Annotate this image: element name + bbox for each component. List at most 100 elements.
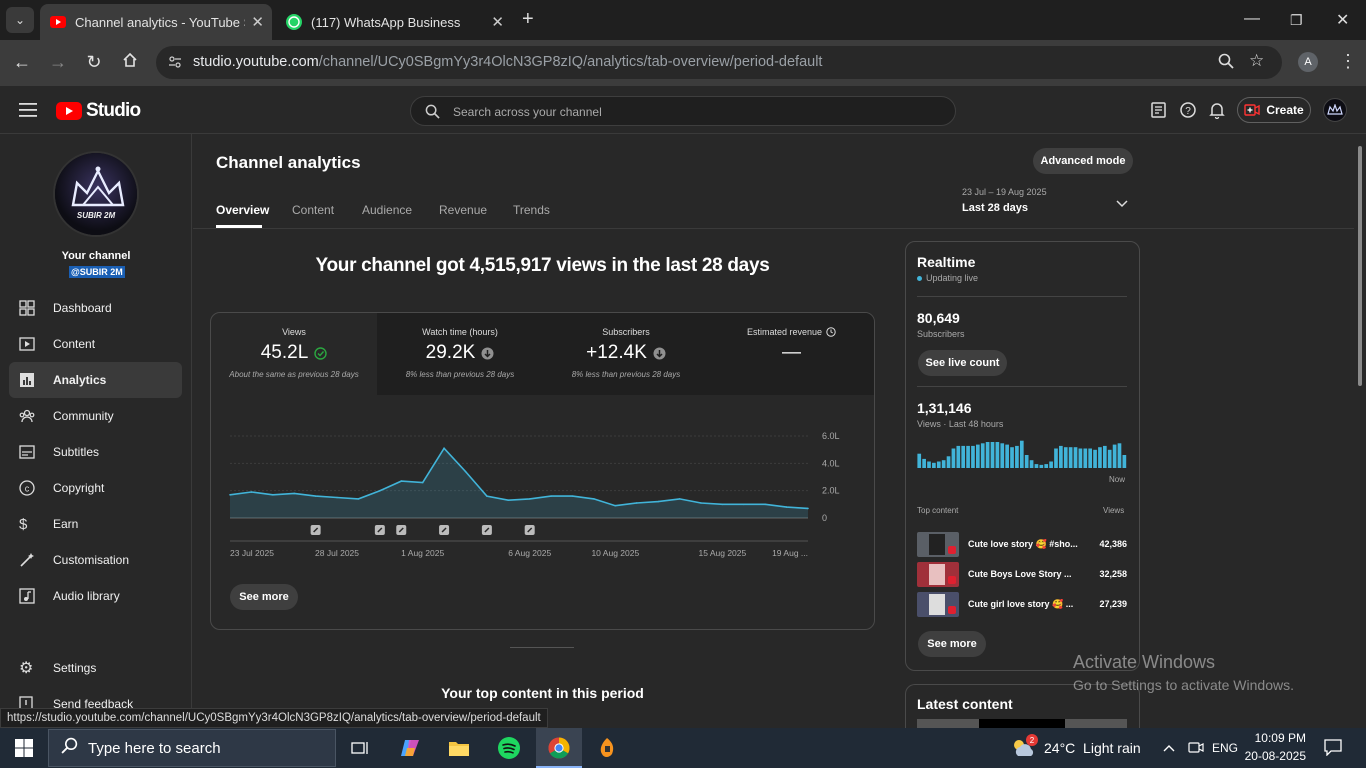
sidebar-item-settings[interactable]: ⚙ Settings <box>9 650 182 686</box>
realtime-see-more-button[interactable]: See more <box>918 631 986 657</box>
see-live-count-button[interactable]: See live count <box>918 350 1007 376</box>
weather-text[interactable]: 24°C Light rain <box>1044 740 1141 756</box>
channel-avatar[interactable]: SUBIR 2M <box>53 151 139 237</box>
sidebar-item-subtitles[interactable]: Subtitles <box>9 434 182 470</box>
channel-handle[interactable]: @SUBIR 2M <box>69 266 125 278</box>
reload-icon[interactable]: ↻ <box>86 52 102 72</box>
chevron-up-icon[interactable] <box>1163 739 1175 755</box>
channel-search-input[interactable]: Search across your channel <box>410 96 956 126</box>
svg-text:c: c <box>25 484 30 494</box>
help-icon[interactable]: ? <box>1180 102 1196 123</box>
data-point <box>657 500 659 503</box>
meet-now-icon[interactable] <box>1188 740 1204 759</box>
back-icon[interactable]: ← <box>13 52 31 72</box>
taskbar-search-input[interactable]: Type here to search <box>48 729 336 767</box>
site-info-icon[interactable] <box>168 55 182 74</box>
close-tab-icon[interactable]: ✕ <box>251 14 264 31</box>
scrollbar[interactable] <box>1354 134 1366 728</box>
file-explorer-icon[interactable] <box>445 734 473 762</box>
notification-center-icon[interactable] <box>1324 739 1342 761</box>
sidebar-item-community[interactable]: Community <box>9 398 182 434</box>
spotify-icon[interactable] <box>495 734 523 762</box>
sidebar-item-customisation[interactable]: Customisation <box>9 542 182 578</box>
sidebar-item-analytics[interactable]: Analytics <box>9 362 182 398</box>
realtime-bar <box>1098 447 1102 468</box>
close-window-icon[interactable]: ✕ <box>1336 12 1350 29</box>
top-content-row[interactable]: Cute girl love story 🥰 ... 27,239 <box>917 591 1127 617</box>
data-point <box>486 495 488 497</box>
create-video-icon <box>1244 104 1261 116</box>
data-point <box>379 489 381 492</box>
see-more-button[interactable]: See more <box>230 584 298 610</box>
sidebar-item-audio-library[interactable]: Audio library <box>9 578 182 614</box>
check-circle-icon <box>314 346 327 360</box>
weather-badge: 2 <box>1026 734 1038 746</box>
metric-estimated-revenue[interactable]: Estimated revenue — <box>709 313 874 395</box>
data-point <box>528 498 531 500</box>
studio-header: Studio Search across your channel ? Crea… <box>0 86 1366 134</box>
clock-time[interactable]: 10:09 PM <box>1254 731 1306 745</box>
views-headline: Your channel got 4,515,917 views in the … <box>315 255 770 276</box>
copilot-icon[interactable] <box>396 734 424 762</box>
scrollbar-thumb[interactable] <box>1358 146 1362 386</box>
fl-studio-icon[interactable] <box>593 734 621 762</box>
series-area <box>230 448 808 518</box>
restore-icon[interactable]: ❐ <box>1290 12 1303 28</box>
home-icon[interactable] <box>119 52 141 73</box>
y-tick-label: 6.0L <box>822 431 840 441</box>
minimize-icon[interactable]: — <box>1244 10 1260 27</box>
sidebar-item-earn[interactable]: $ Earn <box>9 506 182 542</box>
sidebar: SUBIR 2M Your channel @SUBIR 2M Dashboar… <box>0 134 192 728</box>
feedback-icon[interactable] <box>1151 102 1166 123</box>
tab-trends[interactable]: Trends <box>513 203 550 217</box>
task-view-icon[interactable] <box>346 734 374 762</box>
browser-menu-icon[interactable]: ⋮ <box>1339 51 1357 71</box>
language-indicator[interactable]: ENG <box>1212 741 1239 755</box>
tab-overview[interactable]: Overview <box>216 203 270 217</box>
weather-icon[interactable]: 2 <box>1010 734 1038 765</box>
x-tick-label: 28 Jul 2025 <box>315 548 359 558</box>
studio-logo[interactable]: Studio <box>56 100 141 122</box>
clock-date[interactable]: 20-08-2025 <box>1244 749 1306 763</box>
close-tab-icon[interactable]: ✕ <box>491 14 504 31</box>
tab-content[interactable]: Content <box>292 203 335 217</box>
sidebar-item-content[interactable]: Content <box>9 326 182 362</box>
tab-whatsapp[interactable]: (117) WhatsApp Business ✕ <box>276 4 512 40</box>
top-content-row[interactable]: Cute Boys Love Story ... 32,258 <box>917 561 1127 587</box>
realtime-bar <box>1063 447 1068 468</box>
windows-start-icon[interactable] <box>10 734 38 762</box>
create-button[interactable]: Create <box>1237 97 1311 123</box>
sidebar-item-dashboard[interactable]: Dashboard <box>9 290 182 326</box>
metric-views[interactable]: Views 45.2L About the same as previous 2… <box>229 327 359 379</box>
new-tab-button[interactable]: + <box>522 8 534 30</box>
realtime-bar <box>932 462 936 468</box>
video-marker-icon <box>439 525 450 535</box>
data-point <box>785 506 788 508</box>
forward-icon[interactable]: → <box>49 52 67 72</box>
zoom-icon[interactable] <box>1218 53 1234 73</box>
tab-youtube-studio[interactable]: Channel analytics - YouTube Stu ✕ <box>40 4 272 40</box>
sidebar-item-copyright[interactable]: c Copyright <box>9 470 182 506</box>
bookmark-star-icon[interactable]: ☆ <box>1249 51 1265 70</box>
date-range-picker[interactable]: 23 Jul – 19 Aug 2025 Last 28 days <box>960 183 1140 223</box>
realtime-bar <box>1039 464 1044 468</box>
top-content-row[interactable]: Cute love story 🥰 #sho... 42,386 <box>917 531 1127 557</box>
tab-revenue[interactable]: Revenue <box>439 203 488 217</box>
realtime-bar <box>1122 455 1127 468</box>
tab-search-button[interactable]: ⌄ <box>6 7 34 33</box>
chrome-icon[interactable] <box>545 734 573 762</box>
gear-icon: ⚙ <box>19 660 34 677</box>
profile-avatar[interactable]: A <box>1298 52 1318 72</box>
notifications-bell-icon[interactable] <box>1209 102 1225 124</box>
latest-content-thumbnail[interactable] <box>917 719 1127 728</box>
account-avatar[interactable] <box>1323 98 1347 122</box>
metric-subscribers[interactable]: Subscribers +12.4K 8% less than previous… <box>543 313 709 395</box>
metric-watch-time[interactable]: Watch time (hours) 29.2K 8% less than pr… <box>377 313 543 395</box>
omnibox[interactable]: studio.youtube.com/channel/UCy0SBgmYy3r4… <box>156 46 1282 79</box>
hamburger-menu-icon[interactable] <box>19 103 37 122</box>
realtime-bar <box>1107 449 1112 468</box>
subtitles-icon <box>9 445 53 459</box>
tab-audience[interactable]: Audience <box>362 203 413 217</box>
realtime-bar <box>1083 448 1088 468</box>
advanced-mode-button[interactable]: Advanced mode <box>1033 148 1133 174</box>
